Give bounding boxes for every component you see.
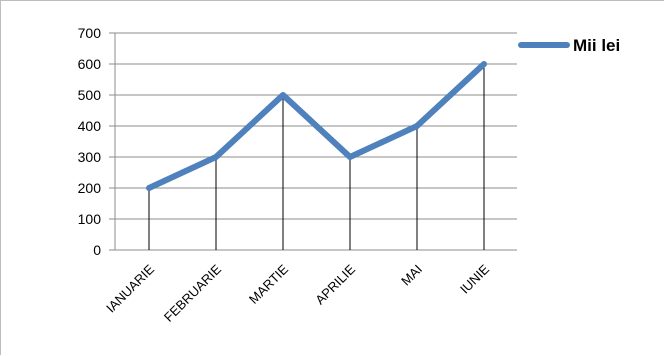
x-tick-label: APRILIE <box>312 261 358 307</box>
x-tick-label: MAI <box>398 262 425 289</box>
y-tick-label: 400 <box>78 118 102 134</box>
data-point <box>280 92 286 98</box>
data-point <box>481 61 487 67</box>
y-tick-label: 600 <box>78 56 102 72</box>
x-tick-label: MARTIE <box>246 261 291 306</box>
y-tick-label: 500 <box>78 87 102 103</box>
data-point <box>414 123 420 129</box>
x-tick-label: FEBRUARIE <box>161 261 224 324</box>
gridlines <box>115 32 517 251</box>
series-line <box>146 61 487 191</box>
y-tick-label: 300 <box>78 149 102 165</box>
x-tick-label: IUNIE <box>457 261 492 296</box>
y-tick-label: 700 <box>78 25 102 41</box>
y-tick-label: 100 <box>78 211 102 227</box>
x-tick-label: IANUARIE <box>103 261 157 315</box>
y-axis: 0 100 200 300 400 500 600 700 <box>78 25 116 258</box>
y-tick-label: 200 <box>78 180 102 196</box>
legend: Mii lei <box>518 36 620 55</box>
legend-label: Mii lei <box>573 36 620 55</box>
drop-lines <box>148 64 485 250</box>
x-axis: IANUARIE FEBRUARIE MARTIE APRILIE MAI IUNIE <box>103 261 492 324</box>
y-tick-label: 0 <box>93 242 101 258</box>
series-group <box>146 61 487 191</box>
data-point <box>347 154 353 160</box>
data-point <box>213 154 219 160</box>
data-point <box>146 185 152 191</box>
